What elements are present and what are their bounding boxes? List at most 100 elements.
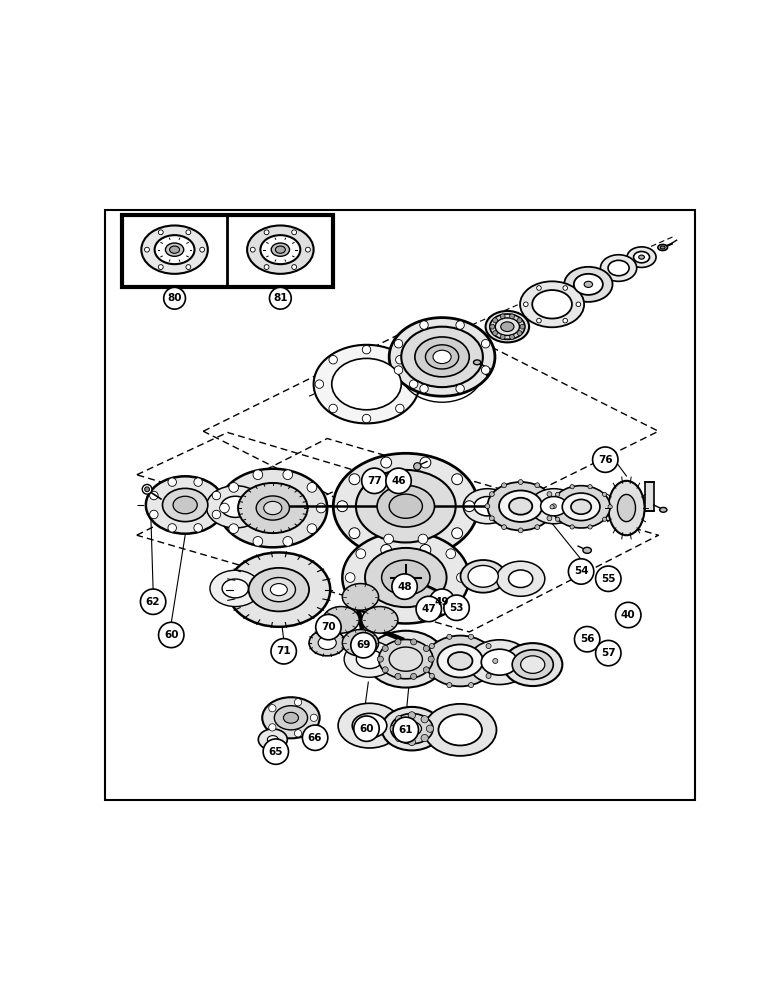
Circle shape bbox=[362, 414, 370, 423]
Circle shape bbox=[481, 339, 490, 348]
Ellipse shape bbox=[318, 636, 336, 649]
Circle shape bbox=[563, 318, 568, 323]
Circle shape bbox=[144, 487, 150, 492]
Circle shape bbox=[413, 463, 421, 470]
Circle shape bbox=[596, 566, 621, 591]
Ellipse shape bbox=[401, 327, 483, 387]
Circle shape bbox=[168, 478, 176, 486]
Ellipse shape bbox=[509, 570, 533, 588]
Ellipse shape bbox=[541, 497, 567, 516]
Circle shape bbox=[547, 516, 552, 521]
Text: 47: 47 bbox=[421, 604, 436, 614]
Circle shape bbox=[615, 602, 641, 628]
Circle shape bbox=[428, 656, 434, 662]
Circle shape bbox=[253, 470, 263, 480]
Circle shape bbox=[356, 597, 366, 606]
Ellipse shape bbox=[365, 548, 447, 607]
Ellipse shape bbox=[425, 636, 495, 686]
Ellipse shape bbox=[314, 345, 420, 423]
Text: 66: 66 bbox=[308, 733, 322, 743]
Circle shape bbox=[418, 534, 427, 544]
Circle shape bbox=[349, 528, 360, 539]
Circle shape bbox=[250, 247, 255, 252]
Circle shape bbox=[194, 478, 202, 486]
Circle shape bbox=[424, 645, 429, 652]
Ellipse shape bbox=[425, 345, 459, 369]
Ellipse shape bbox=[271, 243, 289, 256]
Circle shape bbox=[523, 302, 528, 307]
Ellipse shape bbox=[468, 565, 498, 587]
Ellipse shape bbox=[520, 281, 584, 327]
Circle shape bbox=[555, 492, 560, 496]
Circle shape bbox=[535, 525, 540, 530]
Circle shape bbox=[264, 230, 269, 235]
Circle shape bbox=[315, 380, 324, 388]
Circle shape bbox=[608, 505, 612, 509]
Ellipse shape bbox=[249, 568, 309, 611]
Circle shape bbox=[408, 738, 416, 746]
Ellipse shape bbox=[256, 496, 289, 520]
Ellipse shape bbox=[173, 496, 197, 514]
Ellipse shape bbox=[389, 318, 495, 396]
Circle shape bbox=[253, 537, 263, 546]
Ellipse shape bbox=[275, 706, 307, 730]
Ellipse shape bbox=[474, 497, 501, 516]
Circle shape bbox=[420, 457, 431, 468]
Circle shape bbox=[303, 725, 328, 750]
Circle shape bbox=[469, 634, 473, 639]
Ellipse shape bbox=[438, 644, 483, 677]
Ellipse shape bbox=[468, 640, 531, 685]
Circle shape bbox=[518, 528, 523, 533]
Circle shape bbox=[570, 525, 574, 529]
Ellipse shape bbox=[402, 722, 421, 736]
Circle shape bbox=[550, 505, 555, 509]
Ellipse shape bbox=[154, 235, 194, 264]
Text: 69: 69 bbox=[356, 640, 370, 650]
Ellipse shape bbox=[353, 713, 387, 738]
Circle shape bbox=[294, 699, 302, 706]
Ellipse shape bbox=[342, 630, 378, 656]
Ellipse shape bbox=[460, 560, 506, 593]
Ellipse shape bbox=[501, 322, 514, 332]
Circle shape bbox=[486, 643, 491, 649]
Circle shape bbox=[395, 356, 404, 364]
Circle shape bbox=[294, 730, 302, 737]
Circle shape bbox=[269, 705, 276, 712]
Circle shape bbox=[349, 474, 360, 485]
Ellipse shape bbox=[367, 631, 445, 688]
Circle shape bbox=[212, 510, 221, 519]
Circle shape bbox=[229, 483, 239, 492]
Circle shape bbox=[393, 717, 419, 743]
Ellipse shape bbox=[601, 255, 636, 281]
Circle shape bbox=[142, 484, 152, 494]
Ellipse shape bbox=[333, 453, 478, 559]
Circle shape bbox=[452, 474, 463, 485]
Circle shape bbox=[150, 510, 158, 519]
Circle shape bbox=[378, 656, 384, 662]
Circle shape bbox=[317, 503, 326, 513]
Circle shape bbox=[535, 483, 540, 488]
Circle shape bbox=[168, 524, 176, 532]
Circle shape bbox=[283, 470, 292, 480]
Circle shape bbox=[306, 247, 310, 252]
Circle shape bbox=[537, 286, 541, 290]
Circle shape bbox=[200, 247, 204, 252]
Text: 70: 70 bbox=[321, 622, 335, 632]
Ellipse shape bbox=[562, 493, 600, 521]
Circle shape bbox=[481, 366, 490, 374]
Circle shape bbox=[263, 739, 289, 764]
Circle shape bbox=[229, 524, 239, 533]
Ellipse shape bbox=[633, 252, 650, 263]
Circle shape bbox=[310, 714, 317, 721]
Circle shape bbox=[485, 504, 490, 509]
Circle shape bbox=[382, 667, 388, 673]
Circle shape bbox=[144, 247, 150, 252]
Circle shape bbox=[588, 485, 592, 489]
Circle shape bbox=[576, 302, 580, 307]
Ellipse shape bbox=[162, 488, 207, 522]
Ellipse shape bbox=[486, 311, 529, 342]
Circle shape bbox=[486, 673, 491, 678]
Circle shape bbox=[292, 230, 296, 235]
Circle shape bbox=[269, 724, 276, 731]
Ellipse shape bbox=[283, 712, 299, 723]
